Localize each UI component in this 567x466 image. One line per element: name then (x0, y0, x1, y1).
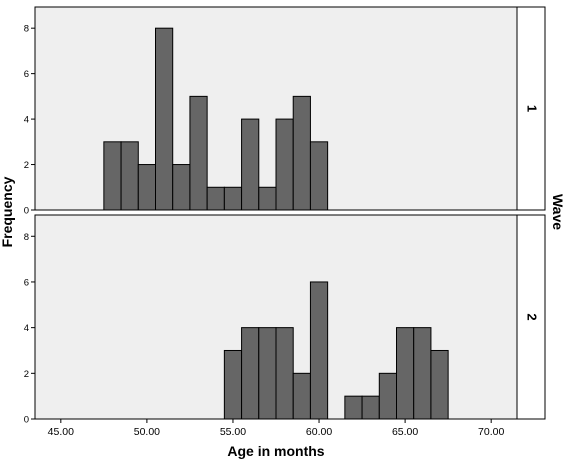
y-tick-label: 2 (24, 160, 29, 171)
panel-strip (516, 6, 546, 211)
y-tick-label: 2 (24, 369, 29, 380)
y-tick-label: 6 (24, 69, 29, 80)
panels-layer: 1 0 2 4 6 8 2 0 2 4 6 8 (24, 6, 546, 426)
histogram-bar (137, 164, 157, 211)
x-tick-label: 55.00 (220, 426, 246, 438)
x-tick-label: 65.00 (392, 426, 418, 438)
panel-label: 1 (525, 105, 540, 112)
x-tick-label: 70.00 (478, 426, 504, 438)
histogram-bar (103, 141, 122, 211)
histogram-bar (275, 118, 294, 211)
y-tick-label: 8 (24, 232, 29, 243)
y-tick-label: 6 (24, 277, 29, 288)
histogram-bar (120, 141, 139, 211)
histogram-bar (378, 372, 397, 420)
histogram-bar (223, 186, 243, 211)
panel-2: 2 0 2 4 6 8 (24, 214, 546, 426)
histogram-bar (413, 327, 432, 420)
x-axis: 45.00 50.00 55.00 60.00 65.00 70.00 (48, 419, 504, 438)
y-axis-label: Frequency (0, 176, 15, 247)
x-tick-label: 60.00 (306, 426, 332, 438)
histogram-bar (275, 327, 294, 420)
y-tick-label: 8 (24, 24, 29, 35)
histogram-bar (292, 372, 311, 420)
panel-label: 2 (525, 313, 540, 320)
y-tick-label: 0 (24, 206, 29, 217)
histogram-bar (430, 349, 449, 420)
histogram-bar (361, 395, 380, 420)
panel-strip (516, 214, 546, 420)
y-tick-label: 4 (24, 115, 29, 126)
panel-variable-label: Wave (550, 194, 566, 230)
histogram-bar (258, 186, 277, 211)
x-axis-label: Age in months (227, 443, 324, 459)
histogram-bar (344, 395, 363, 420)
histogram-bar (309, 281, 329, 420)
histogram-bar (292, 95, 311, 211)
histogram-bar (309, 141, 329, 211)
panel-1: 1 0 2 4 6 8 (24, 6, 546, 217)
y-tick-label: 0 (24, 415, 29, 426)
histogram-bar (155, 27, 174, 211)
histogram-bar (206, 186, 225, 211)
y-tick-label: 4 (24, 323, 29, 334)
histogram-bar (241, 327, 260, 420)
histogram-bar (223, 349, 243, 420)
histogram-bar (172, 164, 191, 211)
histogram-bar (189, 95, 208, 211)
x-tick-label: 50.00 (134, 426, 160, 438)
histogram-bar (258, 327, 277, 420)
x-tick-label: 45.00 (48, 426, 74, 438)
histogram-bar (241, 118, 260, 211)
histogram-bar (396, 327, 415, 420)
